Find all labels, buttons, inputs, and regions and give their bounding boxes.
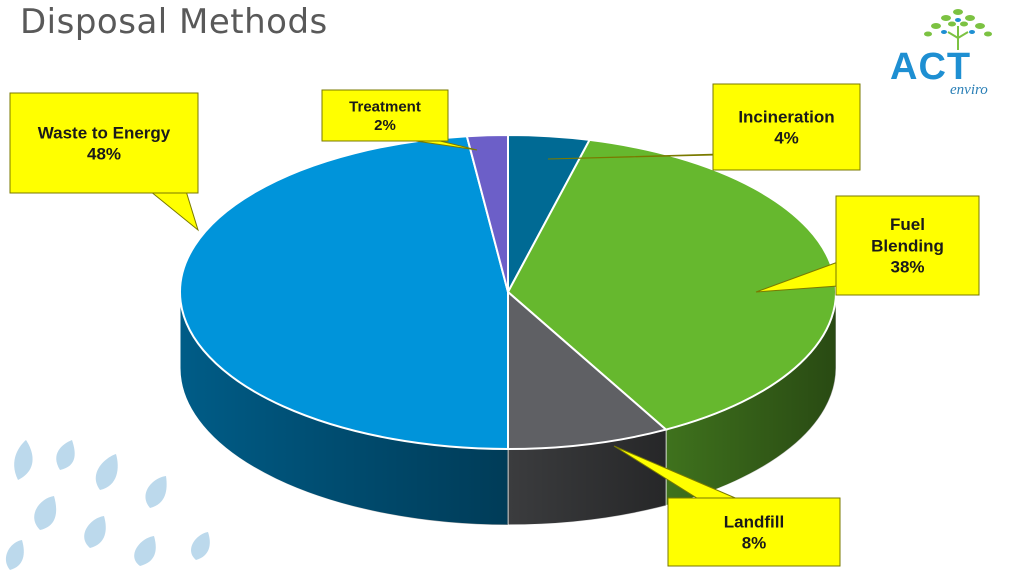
page-title: Disposal Methods — [20, 2, 328, 42]
slice-name-label: Incineration — [738, 107, 834, 126]
slice-value-label: 8% — [742, 534, 767, 553]
slice-value-label: 2% — [374, 117, 396, 134]
tree-icon — [924, 9, 992, 50]
slice-name-label: Fuel — [890, 215, 925, 234]
callout-box — [321, 89, 449, 142]
pie-slice-treatment — [465, 133, 509, 293]
callout-box — [835, 195, 980, 296]
slice-value-label: 48% — [87, 145, 121, 164]
callout-landfill: Landfill 8% — [613, 445, 841, 567]
pie-slice-landfill — [507, 289, 669, 451]
slice-value-label: 4% — [774, 129, 799, 148]
callout-treatment: Treatment 2% — [321, 89, 478, 151]
slice-value-label: 38% — [890, 258, 924, 277]
callout-fuel-blending: Fuel Blending 38% — [755, 195, 980, 296]
callout-box — [712, 83, 861, 171]
logo-subtext: enviro — [950, 82, 988, 98]
pie-side-shade-waste-to-energy — [180, 292, 508, 525]
act-enviro-logo: ACT enviro — [888, 4, 1018, 104]
callout-box — [667, 497, 841, 567]
pie-slice-waste-to-energy — [179, 135, 509, 451]
slice-name-label: Landfill — [724, 512, 784, 531]
callout-pointer — [148, 190, 199, 232]
decorative-droplets — [5, 440, 210, 570]
slice-name-label: Treatment — [349, 98, 421, 115]
logo-text: ACT — [890, 46, 972, 88]
slice-name-label: Blending — [871, 236, 944, 255]
callout-incineration: Incineration 4% — [547, 83, 861, 171]
callout-waste-to-energy: Waste to Energy 48% — [9, 92, 199, 232]
slice-name-label: Waste to Energy — [38, 123, 171, 142]
callout-box — [9, 92, 199, 194]
